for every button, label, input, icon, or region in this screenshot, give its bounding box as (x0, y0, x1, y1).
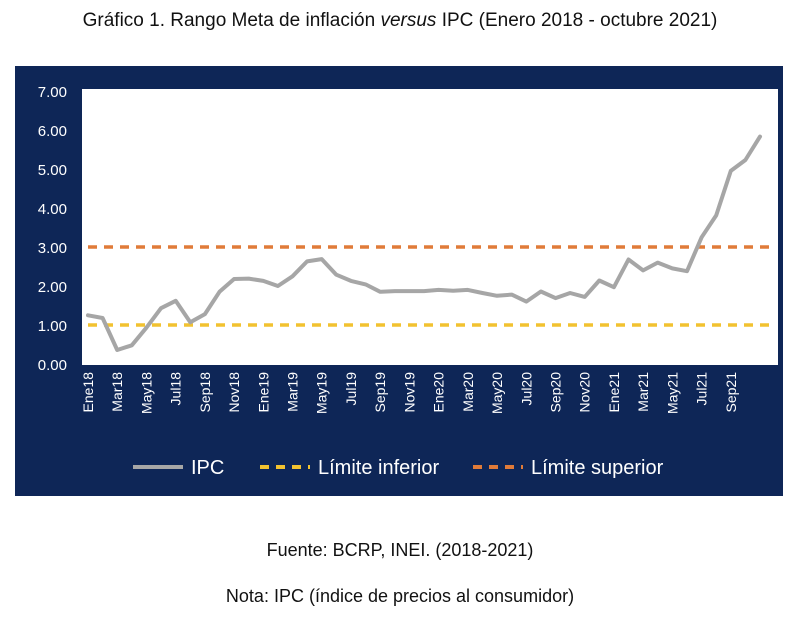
x-tick-label: Jul19 (343, 372, 359, 406)
x-tick-label: Ene18 (80, 372, 96, 413)
x-axis: Ene18 Mar18 May18 Jul18 Sep18 Nov18 Ene19 Mar19… (80, 372, 739, 414)
x-tick-label: Mar20 (460, 372, 476, 412)
legend-label: Límite inferior (318, 457, 439, 479)
x-tick-label: May21 (664, 372, 680, 414)
note-text: Nota: IPC (índice de precios al consumid… (225, 586, 575, 606)
x-tick-label: Sep21 (723, 372, 739, 413)
y-tick-label: 3.00 (38, 240, 67, 257)
x-tick-label: Mar21 (635, 372, 651, 412)
source-text: Fuente: BCRP, INEI. (2018-2021) (266, 540, 534, 560)
y-axis: 0.00 1.00 2.00 3.00 4.00 5.00 6.00 7.00 (38, 84, 67, 374)
legend: IPC Límite inferior Límite superior (133, 457, 664, 479)
x-tick-label: Nov19 (401, 372, 417, 413)
y-tick-label: 0.00 (38, 357, 67, 374)
x-tick-label: Nov18 (226, 372, 242, 413)
x-tick-label: Ene21 (606, 372, 622, 413)
series-ipc (86, 134, 762, 352)
x-tick-label: Ene20 (431, 372, 447, 413)
legend-item-limite-inferior: Límite inferior (260, 457, 439, 479)
x-tick-label: May18 (138, 372, 154, 414)
x-tick-label: Jul18 (168, 372, 184, 406)
x-tick-label: Sep20 (547, 372, 563, 413)
series-lines (86, 134, 772, 352)
legend-label: IPC (191, 457, 224, 479)
y-tick-label: 4.00 (38, 201, 67, 218)
x-tick-label: Nov20 (577, 372, 593, 413)
x-tick-label: Sep18 (197, 372, 213, 413)
y-tick-label: 5.00 (38, 162, 67, 179)
y-tick-label: 2.00 (38, 279, 67, 296)
y-tick-label: 7.00 (38, 84, 67, 101)
x-tick-label: Jul20 (518, 372, 534, 406)
legend-item-ipc: IPC (133, 457, 224, 479)
x-tick-label: Ene19 (255, 372, 271, 413)
x-tick-label: May19 (314, 372, 330, 414)
x-tick-label: May20 (489, 372, 505, 414)
y-tick-label: 1.00 (38, 318, 67, 335)
line-chart: 0.00 1.00 2.00 3.00 4.00 5.00 6.00 7.00 Ene18 Ma… (38, 84, 778, 479)
x-tick-label: Jul21 (694, 372, 710, 406)
x-tick-label: Mar19 (285, 372, 301, 412)
x-tick-label: Mar18 (109, 372, 125, 412)
chart-title: Gráfico 1. Rango Meta de inflación versu… (82, 10, 718, 31)
y-tick-label: 6.00 (38, 123, 67, 140)
chart-panel: 0.00 1.00 2.00 3.00 4.00 5.00 6.00 7.00 Ene18 Ma… (15, 66, 783, 496)
x-tick-label: Sep19 (372, 372, 388, 413)
legend-label: Límite superior (531, 457, 664, 479)
legend-item-limite-superior: Límite superior (473, 457, 664, 479)
